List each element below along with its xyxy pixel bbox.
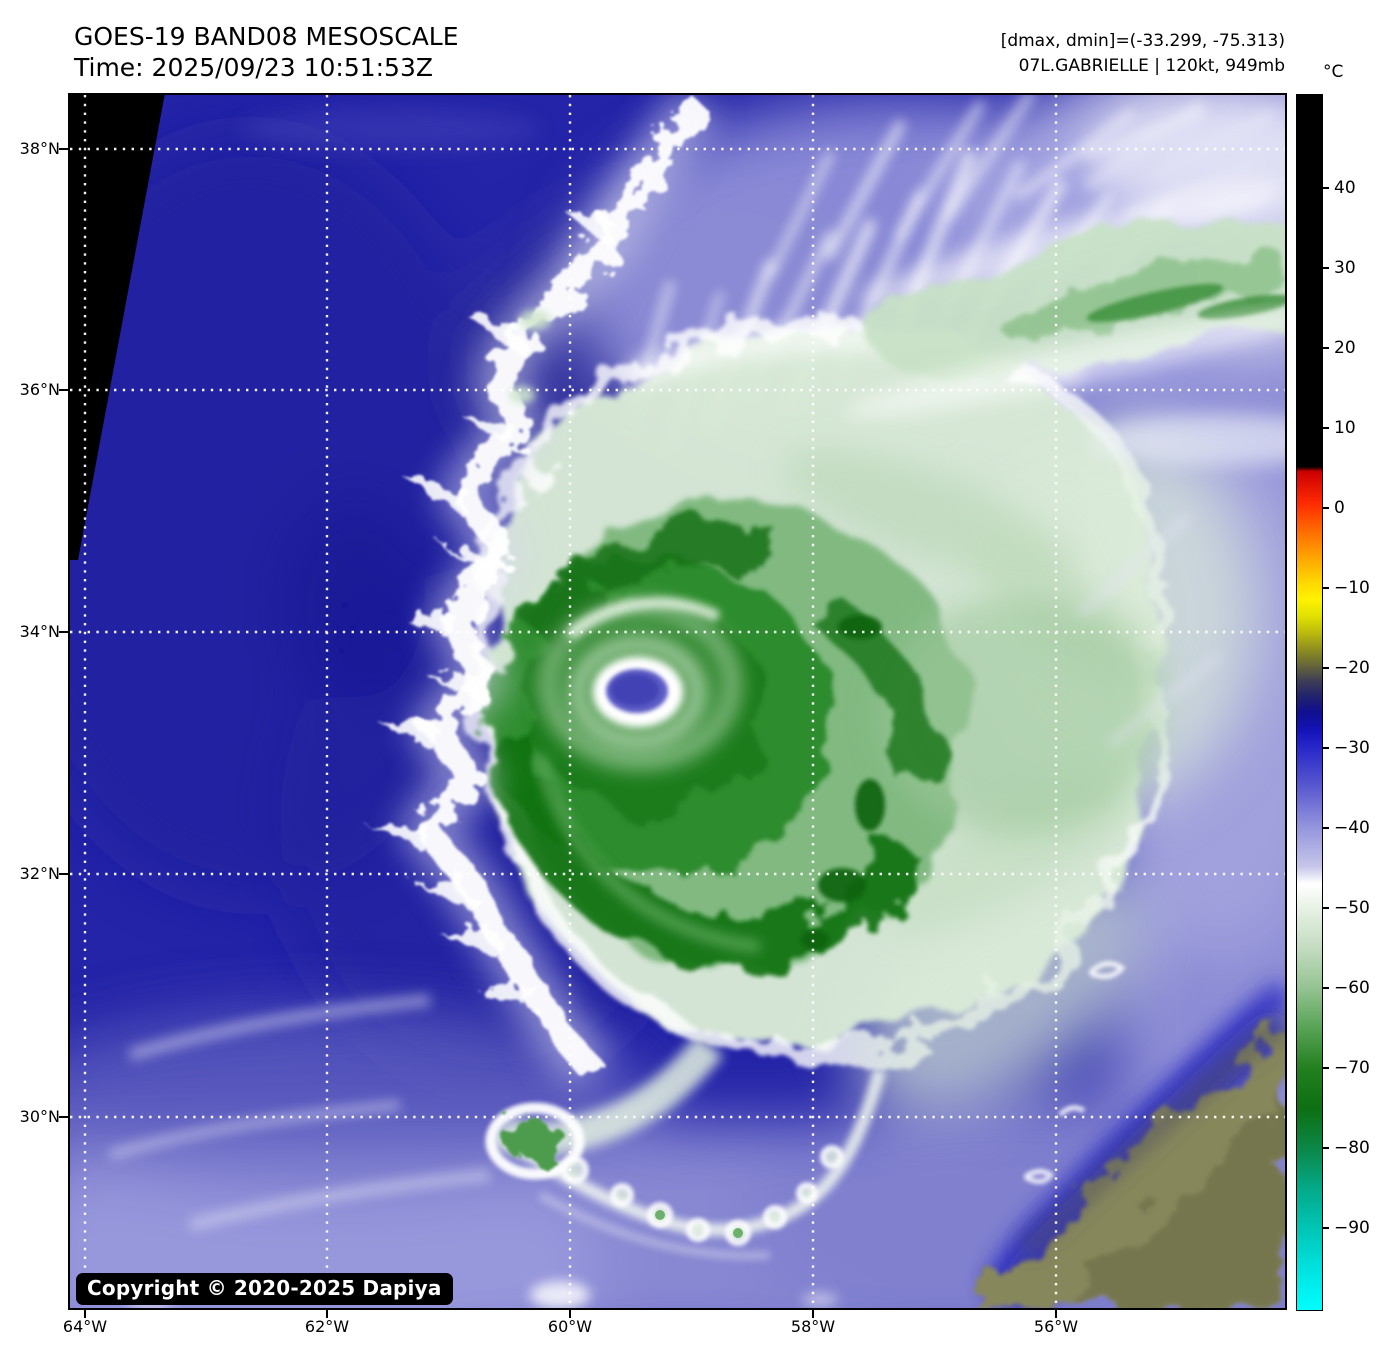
cb-tick-m20: −20 [1334,658,1370,678]
cb-tick-0: 0 [1334,498,1345,518]
colorbar-unit: °C [1323,62,1344,82]
cb-tick-m90: −90 [1334,1218,1370,1238]
lat-tick [59,1116,68,1118]
no-data-wedge [70,95,165,560]
timestamp: Time: 2025/09/23 10:51:53Z [74,53,433,82]
range-readout: [dmax, dmin]=(-33.299, -75.313) [1000,31,1285,51]
page-title: GOES-19 BAND08 MESOSCALE Time: 2025/09/2… [74,21,459,83]
cb-tick-m60: −60 [1334,978,1370,998]
cb-tickmark [1323,747,1329,749]
lat-label-30n: 30°N [19,1107,60,1126]
lon-label-62w: 62°W [304,1317,350,1336]
lon-tick [569,1310,571,1318]
cb-tickmark [1323,987,1329,989]
lon-label-58w: 58°W [790,1317,836,1336]
lat-label-38n: 38°N [19,139,60,158]
lon-label-56w: 56°W [1033,1317,1079,1336]
lat-tick [59,873,68,875]
cb-tickmark [1323,587,1329,589]
cb-tickmark [1323,187,1329,189]
header-right: [dmax, dmin]=(-33.299, -75.313) 07L.GABR… [1001,29,1285,79]
lon-label-60w: 60°W [547,1317,593,1336]
cb-tickmark [1323,347,1329,349]
hurricane-eye [570,636,706,748]
cb-tickmark [1323,667,1329,669]
cb-tickmark [1323,827,1329,829]
cb-tickmark [1323,1147,1329,1149]
colorbar-gradient [1297,95,1322,1310]
satellite-imagery [70,95,1285,1308]
lat-label-32n: 32°N [19,864,60,883]
cb-tick-10: 10 [1334,418,1356,438]
cb-tick-m30: −30 [1334,738,1370,758]
warm-dry-corner [970,979,1285,1308]
cb-tick-m10: −10 [1334,578,1370,598]
convective-chain [485,1034,887,1260]
cb-tickmark [1323,507,1329,509]
cb-tickmark [1323,907,1329,909]
lon-tick [1055,1310,1057,1318]
lat-tick [59,148,68,150]
lon-label-64w: 64°W [62,1317,108,1336]
lat-tick [59,389,68,391]
graticule [70,95,1285,1308]
cb-tick-m70: −70 [1334,1058,1370,1078]
copyright-badge: Copyright © 2020-2025 Dapiya [76,1273,453,1305]
cb-tickmark [1323,427,1329,429]
lon-tick [84,1310,86,1318]
lon-tick [326,1310,328,1318]
cb-tick-m50: −50 [1334,898,1370,918]
low-cloud-filaments [108,511,1223,1231]
lat-label-34n: 34°N [19,622,60,641]
cb-tick-40: 40 [1334,178,1356,198]
cb-tickmark [1323,267,1329,269]
cb-tickmark [1323,1067,1329,1069]
cb-tick-20: 20 [1334,338,1356,358]
outflow-band [845,183,1285,466]
lon-tick [812,1310,814,1318]
storm-readout: 07L.GABRIELLE | 120kt, 949mb [1018,56,1285,76]
cb-tick-30: 30 [1334,258,1356,278]
map-frame: Copyright © 2020-2025 Dapiya [68,93,1287,1310]
cb-tick-m80: −80 [1334,1138,1370,1158]
product-title: GOES-19 BAND08 MESOSCALE [74,22,459,51]
colorbar [1296,94,1323,1311]
cb-tick-m40: −40 [1334,818,1370,838]
lat-tick [59,631,68,633]
cb-tickmark [1323,1227,1329,1229]
lat-label-36n: 36°N [19,380,60,399]
